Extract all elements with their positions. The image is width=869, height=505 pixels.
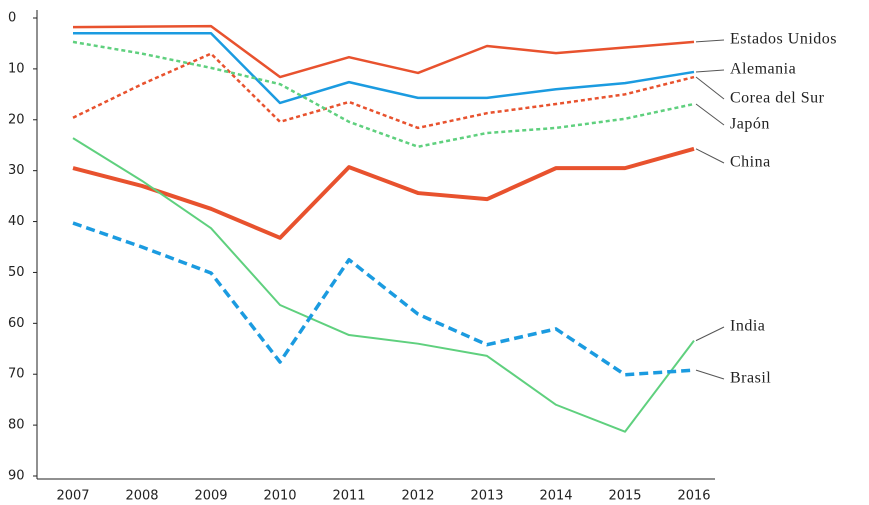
series-line [72, 52, 695, 130]
y-tick-label: 70 [8, 367, 25, 382]
leader-line [695, 326, 725, 342]
leader-line [695, 76, 725, 100]
x-tick-label: 2013 [470, 489, 503, 504]
y-tick-label: 10 [8, 61, 25, 76]
y-tick-label: 60 [8, 316, 25, 331]
series-label: Estados Unidos [730, 31, 837, 48]
leader-line [695, 369, 725, 380]
leader-line [695, 69, 725, 73]
y-tick-label: 40 [8, 214, 25, 229]
x-tick-label: 2012 [401, 489, 434, 504]
leader-line [695, 148, 725, 164]
x-tick-label: 2016 [677, 489, 710, 504]
y-tick-label: 0 [8, 11, 16, 26]
x-tick-label: 2008 [125, 489, 158, 504]
y-tick-label: 80 [8, 418, 25, 433]
series-line [72, 40, 695, 148]
leader-line [695, 39, 725, 43]
series-label: Brasil [730, 370, 771, 387]
series-line [72, 137, 695, 433]
x-tick-label: 2010 [263, 489, 296, 504]
series-label: Alemania [730, 61, 796, 78]
x-tick-label: 2014 [539, 489, 572, 504]
series-label: China [730, 154, 771, 171]
x-tick-label: 2015 [608, 489, 641, 504]
y-tick-label: 50 [8, 265, 25, 280]
x-tick-label: 2007 [56, 489, 89, 504]
x-tick-label: 2011 [332, 489, 365, 504]
series-label: Japón [730, 116, 770, 133]
series-label: Corea del Sur [730, 90, 825, 107]
leader-line [695, 103, 725, 126]
series-line [72, 146, 695, 240]
series-line [72, 221, 695, 377]
series-line [72, 24, 695, 79]
y-tick-label: 20 [8, 112, 25, 127]
y-tick-label: 90 [8, 469, 25, 484]
y-tick-label: 30 [8, 163, 25, 178]
x-tick-label: 2009 [194, 489, 227, 504]
series-label: India [730, 318, 765, 335]
series-line [73, 32, 695, 105]
